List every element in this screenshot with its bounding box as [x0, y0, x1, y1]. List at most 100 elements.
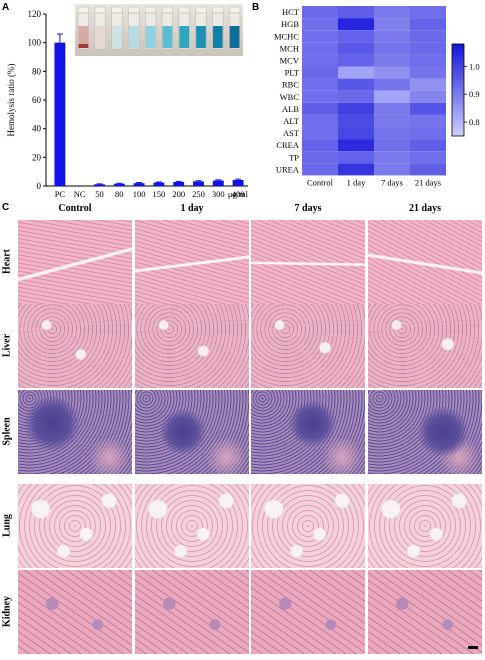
histology-image-tile — [251, 484, 365, 568]
tube-solution — [145, 26, 156, 48]
heatmap-cell — [302, 127, 338, 140]
histology-image-tile — [251, 304, 365, 388]
heatmap-cell — [302, 163, 338, 176]
tube-solution — [162, 26, 173, 48]
heatmap-cell — [338, 18, 374, 31]
heatmap-row-label: AST — [283, 128, 300, 138]
heatmap-cell — [374, 163, 410, 176]
heatmap-row-label: ALT — [283, 116, 300, 126]
tube-cap — [144, 6, 157, 14]
heatmap-cell — [374, 127, 410, 140]
colorbar-tick-label: 0.8 — [469, 117, 480, 127]
heatmap-cell — [374, 151, 410, 164]
histology-row-label: Liver — [1, 333, 13, 358]
histology-row-label: Spleen — [1, 417, 13, 446]
y-tick-label: 80 — [32, 66, 42, 76]
colorbar — [451, 43, 465, 137]
x-tick-label: 200 — [172, 189, 185, 199]
heatmap-row-label: CREA — [276, 140, 300, 150]
heatmap-row-label: PLT — [285, 68, 300, 78]
heatmap-cell — [338, 90, 374, 103]
heatmap-row-label: MCH — [280, 43, 299, 53]
heatmap-cell — [374, 54, 410, 67]
heatmap-cell — [338, 102, 374, 115]
panel-label-b: B — [252, 2, 260, 13]
histology-image-tile — [135, 484, 249, 568]
heatmap-row-label: UREA — [276, 164, 300, 174]
tube-solution — [229, 26, 240, 48]
y-axis-label: Hemolysis ratio (%) — [6, 64, 16, 137]
tube-cap — [161, 6, 174, 14]
heatmap-row-label: MCHC — [274, 31, 299, 41]
heatmap-cell — [338, 151, 374, 164]
panel-label-a: A — [2, 2, 10, 13]
heatmap-cell — [374, 42, 410, 55]
heatmap-cell — [410, 90, 446, 103]
histology-image-tile — [135, 304, 249, 388]
heatmap-cell — [410, 78, 446, 91]
histology-image-tile — [368, 484, 482, 568]
x-tick-label: 100 — [133, 189, 146, 199]
heatmap-row-label: HCT — [282, 7, 300, 17]
heatmap-cell — [374, 18, 410, 31]
y-tick-label: 40 — [32, 124, 42, 134]
panel-label-c: C — [2, 202, 10, 213]
heatmap-cell — [374, 6, 410, 19]
heatmap-cell — [302, 151, 338, 164]
heatmap-cell — [410, 6, 446, 19]
heatmap-cell — [374, 114, 410, 127]
histology-image-tile — [18, 390, 132, 474]
heatmap-cell — [410, 114, 446, 127]
heatmap-cell — [302, 30, 338, 43]
x-unit-label: μg/ml — [228, 189, 249, 199]
histology-column-header: 21 days — [409, 203, 441, 214]
heatmap-cell — [302, 139, 338, 152]
histology-image-tile — [368, 304, 482, 388]
bar — [54, 42, 66, 186]
x-tick-label: 400 — [232, 189, 245, 199]
tube-cap — [228, 6, 241, 14]
heatmap-cell — [338, 54, 374, 67]
heatmap-cell — [410, 54, 446, 67]
heatmap-cell — [410, 42, 446, 55]
y-tick-label: 60 — [32, 95, 42, 105]
heatmap-row-label: ALB — [282, 104, 299, 114]
heatmap-cell — [338, 127, 374, 140]
heatmap-cell — [410, 151, 446, 164]
heatmap-cell — [410, 139, 446, 152]
y-tick-label: 20 — [32, 152, 42, 162]
bar — [94, 184, 105, 186]
histology-row-label: Heart — [1, 249, 13, 274]
histology-image-tile — [251, 390, 365, 474]
tube-solution — [112, 26, 122, 48]
tube-solution — [78, 26, 89, 48]
tube-cap — [94, 6, 106, 14]
heatmap-cell — [302, 66, 338, 79]
x-tick-label: PC — [55, 189, 66, 199]
histology-row-label: Kidney — [1, 595, 13, 628]
heatmap-cell — [374, 66, 410, 79]
heatmap-cell — [302, 54, 338, 67]
heatmap-cell — [338, 78, 374, 91]
colorbar-tick-label: 0.9 — [469, 89, 480, 99]
heatmap-col-label: 7 days — [381, 177, 403, 187]
histology-image-tile — [368, 570, 482, 654]
bar — [173, 181, 185, 186]
bar — [133, 183, 145, 186]
blood-chemistry-heatmap: HCT HGB MCHC MCH MCV PLT RBC WBC ALB ALT AST CREA TP… — [274, 6, 480, 187]
histology-image-tile — [18, 220, 132, 304]
y-tick-label: 120 — [28, 9, 42, 19]
heatmap-cell — [338, 6, 374, 19]
bar — [113, 183, 125, 186]
heatmap-row-label: HGB — [281, 19, 299, 29]
heatmap-col-label: Control — [307, 177, 334, 187]
x-tick-label: 300 — [212, 189, 225, 199]
heatmap-cell — [302, 42, 338, 55]
histology-image-tile — [135, 570, 249, 654]
heatmap-cell — [338, 66, 374, 79]
heatmap-cell — [302, 78, 338, 91]
heatmap-cell — [410, 18, 446, 31]
x-tick-label: 50 — [95, 189, 104, 199]
y-tick-label: 100 — [28, 38, 42, 48]
bar — [153, 182, 165, 186]
